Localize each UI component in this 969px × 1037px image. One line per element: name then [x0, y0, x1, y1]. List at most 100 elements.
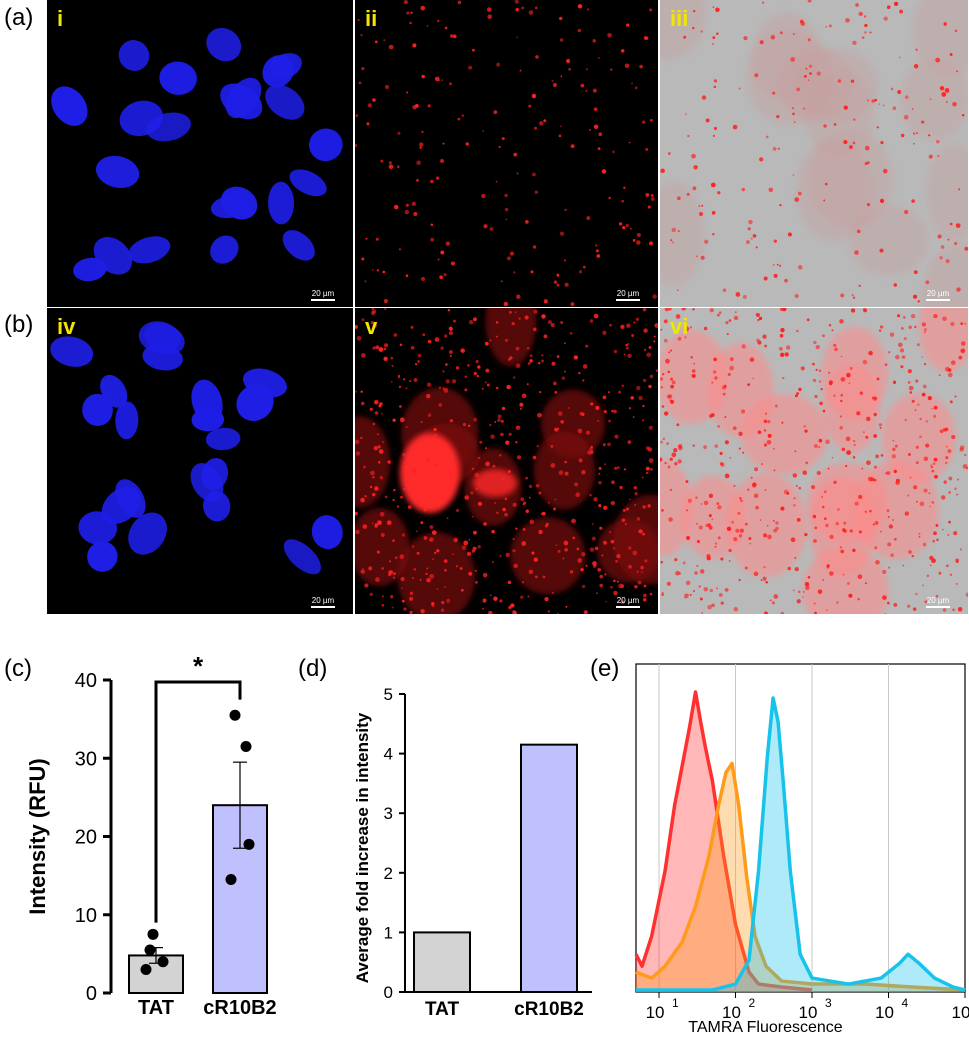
puncta: [502, 507, 506, 512]
puncta: [487, 14, 492, 20]
puncta: [629, 498, 632, 501]
puncta: [705, 118, 710, 123]
puncta: [794, 566, 799, 572]
puncta: [861, 36, 865, 39]
puncta: [355, 511, 358, 516]
puncta: [457, 0, 462, 5]
puncta: [643, 584, 647, 588]
puncta: [874, 98, 878, 102]
puncta: [631, 333, 635, 338]
puncta: [516, 172, 519, 175]
puncta: [368, 566, 373, 571]
puncta: [880, 453, 884, 457]
puncta: [491, 529, 495, 534]
puncta: [873, 478, 877, 482]
puncta: [703, 326, 708, 331]
puncta: [948, 520, 951, 524]
puncta: [617, 466, 620, 469]
puncta: [883, 16, 888, 21]
puncta: [751, 482, 757, 488]
puncta: [416, 551, 420, 555]
puncta: [437, 19, 440, 22]
puncta: [390, 356, 394, 360]
puncta: [360, 401, 365, 406]
puncta: [476, 374, 480, 378]
puncta: [441, 600, 445, 605]
puncta: [955, 223, 961, 228]
puncta: [727, 372, 731, 376]
puncta: [495, 386, 499, 390]
puncta: [644, 559, 648, 563]
puncta: [904, 418, 907, 422]
puncta: [669, 488, 673, 492]
puncta: [850, 308, 856, 313]
puncta: [636, 233, 641, 238]
puncta: [837, 508, 840, 511]
puncta: [486, 383, 490, 387]
puncta: [509, 356, 513, 360]
puncta: [583, 610, 588, 614]
puncta: [599, 583, 604, 588]
puncta: [828, 371, 831, 374]
puncta: [964, 322, 967, 325]
puncta: [625, 343, 628, 347]
puncta: [889, 332, 895, 337]
puncta: [627, 353, 632, 359]
puncta: [823, 124, 827, 128]
puncta: [384, 495, 388, 499]
puncta: [892, 519, 895, 522]
puncta: [759, 519, 762, 521]
puncta: [589, 129, 591, 131]
puncta: [669, 377, 674, 381]
puncta: [649, 467, 653, 471]
nucleus: [190, 463, 224, 502]
puncta: [482, 607, 484, 610]
puncta: [418, 142, 424, 147]
puncta: [798, 387, 802, 392]
puncta: [710, 413, 715, 417]
puncta: [595, 249, 599, 253]
puncta: [780, 327, 785, 333]
puncta: [807, 0, 812, 3]
puncta: [864, 582, 867, 585]
puncta: [677, 230, 680, 233]
puncta: [362, 465, 366, 469]
puncta: [543, 299, 548, 304]
puncta: [698, 585, 701, 588]
puncta: [425, 393, 431, 399]
puncta: [400, 576, 405, 582]
puncta: [553, 507, 557, 511]
puncta: [589, 493, 592, 497]
puncta: [440, 346, 444, 350]
puncta: [392, 418, 396, 422]
puncta: [781, 308, 787, 312]
puncta: [742, 295, 747, 299]
x-tick-exponent: 2: [749, 996, 756, 1010]
puncta: [793, 497, 796, 500]
puncta: [841, 447, 846, 452]
puncta: [558, 16, 563, 21]
puncta: [593, 107, 598, 112]
puncta: [868, 350, 873, 356]
puncta: [696, 564, 699, 568]
puncta: [748, 219, 753, 225]
puncta: [470, 491, 474, 495]
puncta: [737, 511, 741, 515]
puncta: [516, 455, 522, 460]
puncta: [807, 38, 811, 42]
puncta: [413, 378, 418, 382]
puncta: [625, 223, 629, 228]
puncta: [634, 492, 638, 496]
puncta: [421, 130, 424, 133]
puncta: [429, 539, 432, 542]
puncta: [795, 484, 798, 487]
puncta: [924, 600, 928, 604]
puncta: [926, 574, 930, 578]
puncta: [637, 580, 642, 585]
puncta: [840, 293, 845, 298]
puncta: [578, 372, 581, 375]
puncta: [468, 538, 471, 541]
puncta: [541, 354, 544, 357]
puncta: [780, 506, 785, 511]
puncta: [747, 488, 750, 492]
